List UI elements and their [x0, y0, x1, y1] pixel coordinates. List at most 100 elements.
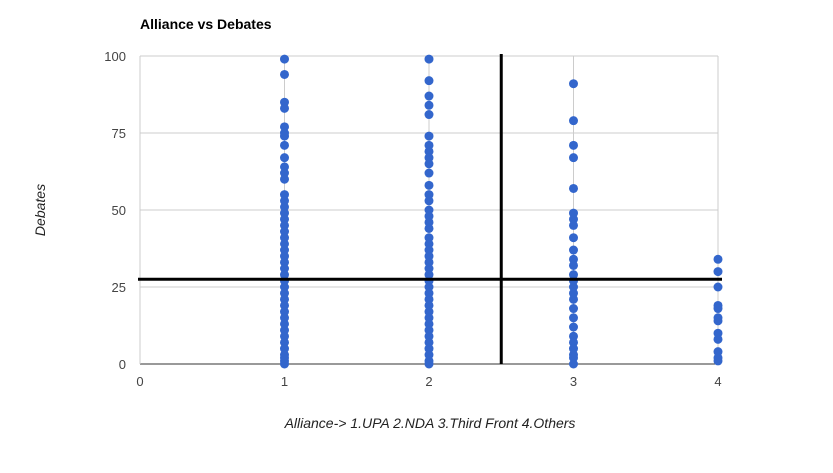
data-point: [280, 208, 289, 218]
data-point: [713, 316, 723, 326]
data-point: [280, 282, 289, 292]
data-point: [424, 350, 434, 360]
data-point: [569, 270, 578, 280]
data-point: [280, 307, 289, 317]
data-point: [713, 267, 723, 277]
data-point: [424, 337, 434, 347]
data-point: [569, 304, 578, 314]
data-point: [424, 100, 434, 110]
data-point: [280, 251, 289, 261]
chart-title: Alliance vs Debates: [140, 16, 272, 32]
data-point: [280, 196, 289, 206]
x-tick-label: 4: [714, 374, 721, 389]
data-point: [424, 217, 434, 227]
data-point: [280, 227, 289, 237]
data-point: [424, 54, 434, 64]
data-point: [569, 140, 578, 150]
data-point: [424, 76, 434, 86]
data-point: [569, 337, 578, 347]
data-point: [424, 168, 434, 178]
data-point: [569, 79, 578, 89]
x-tick-label: 0: [136, 374, 143, 389]
data-point: [569, 353, 578, 363]
data-point: [424, 251, 434, 261]
data-point: [280, 54, 289, 64]
data-point: [424, 223, 434, 233]
data-point: [569, 183, 578, 193]
data-point: [424, 313, 434, 323]
data-point: [569, 288, 578, 298]
data-point: [280, 239, 289, 249]
data-point: [424, 153, 434, 163]
data-point: [280, 319, 289, 329]
data-point: [280, 313, 289, 323]
data-point: [569, 208, 578, 218]
y-tick-label: 75: [112, 126, 126, 141]
y-axis-title: Debates: [32, 184, 48, 236]
data-point: [424, 233, 434, 243]
data-point: [569, 260, 578, 270]
data-point: [569, 254, 578, 264]
data-point: [713, 282, 723, 292]
data-point: [280, 270, 289, 280]
data-point: [280, 140, 289, 150]
data-point: [280, 153, 289, 163]
data-point: [424, 325, 434, 335]
data-point: [424, 319, 434, 329]
y-tick-label: 0: [119, 357, 126, 372]
data-point: [424, 190, 434, 200]
data-point: [569, 322, 578, 332]
data-point: [280, 294, 289, 304]
x-tick-label: 3: [570, 374, 577, 389]
data-point: [280, 245, 289, 255]
data-point: [713, 304, 723, 314]
data-point: [280, 214, 289, 224]
data-point: [280, 331, 289, 341]
data-point: [424, 331, 434, 341]
data-point: [280, 131, 289, 141]
data-point: [424, 205, 434, 215]
data-point: [424, 245, 434, 255]
data-point: [280, 174, 289, 184]
data-point: [424, 282, 434, 292]
data-point: [280, 300, 289, 310]
data-point: [424, 239, 434, 249]
data-point: [280, 359, 289, 369]
data-point: [713, 334, 723, 344]
data-point: [280, 103, 289, 113]
data-point: [424, 359, 434, 369]
data-point: [424, 344, 434, 354]
data-point: [424, 159, 434, 169]
data-point: [424, 196, 434, 206]
data-point: [280, 190, 289, 200]
data-point: [713, 254, 723, 264]
tick-labels: 0 25 50 75 100 0 1 2 3 4: [104, 49, 721, 389]
x-axis-title: Alliance-> 1.UPA 2.NDA 3.Third Front 4.O…: [284, 415, 576, 431]
x-tick-label: 1: [281, 374, 288, 389]
data-point: [280, 257, 289, 267]
data-point: [424, 91, 434, 101]
data-point: [569, 344, 578, 354]
data-points: [280, 54, 723, 369]
data-point: [424, 288, 434, 298]
data-point: [569, 282, 578, 292]
reference-lines: [138, 54, 722, 364]
data-point: [713, 347, 723, 357]
data-point: [280, 264, 289, 274]
data-point: [280, 220, 289, 230]
data-point: [569, 331, 578, 341]
data-point: [280, 168, 289, 178]
data-point: [569, 313, 578, 323]
data-point: [280, 97, 289, 107]
data-point: [280, 325, 289, 335]
data-point: [569, 116, 578, 126]
data-point: [280, 344, 289, 354]
data-point: [424, 140, 434, 150]
data-point: [424, 257, 434, 267]
data-point: [280, 233, 289, 243]
data-point: [713, 328, 723, 338]
data-point: [424, 264, 434, 274]
data-point: [424, 110, 434, 120]
data-point: [280, 122, 289, 132]
